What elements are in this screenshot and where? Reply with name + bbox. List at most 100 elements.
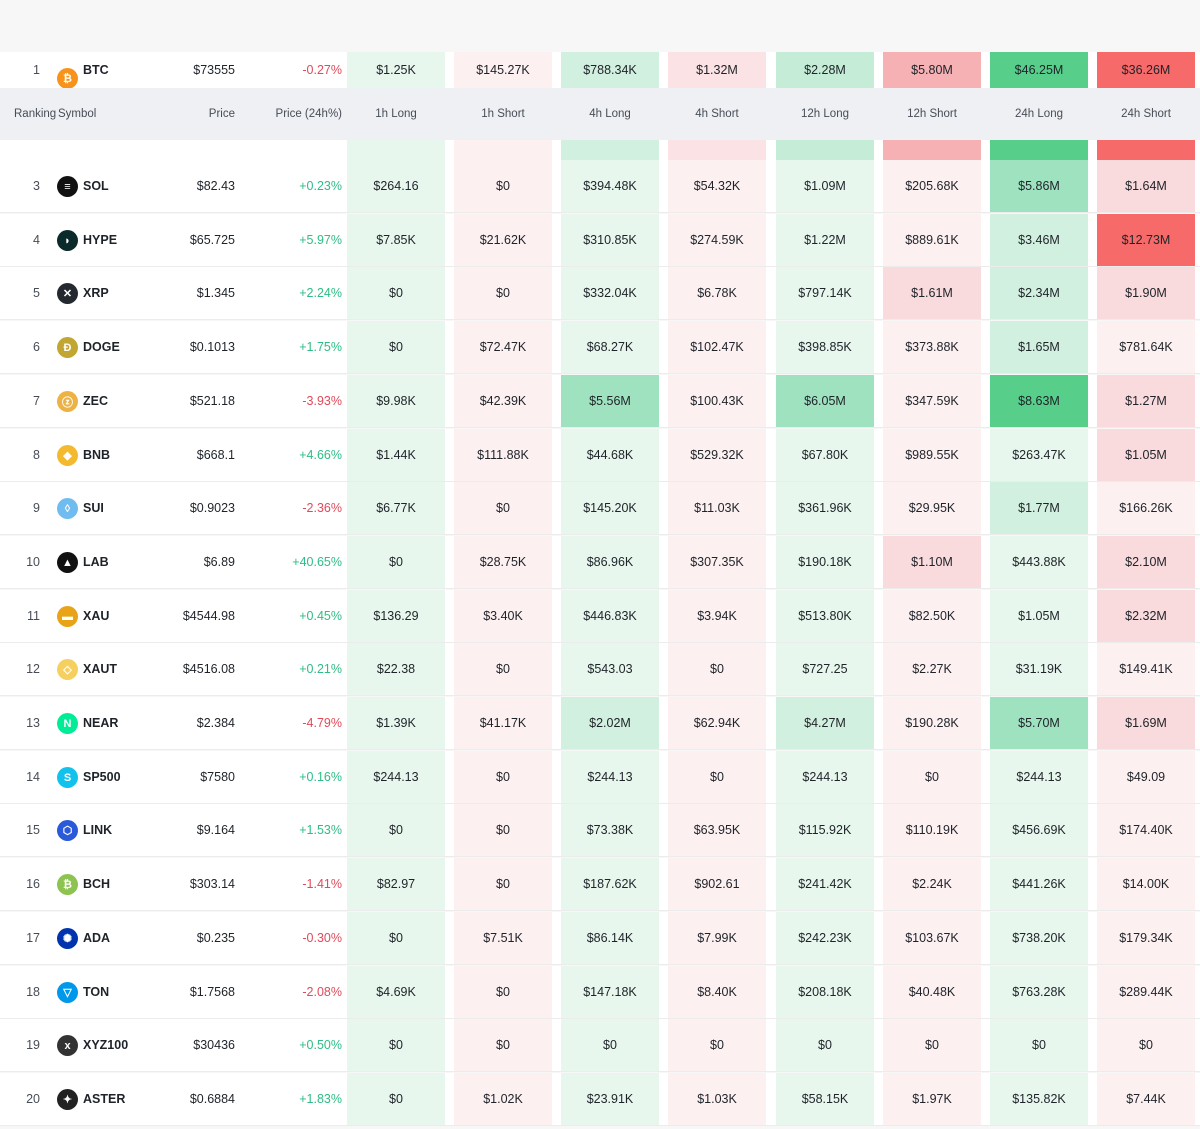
value-cell: $307.35K	[668, 536, 766, 589]
symbol-cell[interactable]: DOGE	[83, 340, 120, 354]
near-icon: N	[57, 713, 78, 734]
symbol-cell[interactable]: SP500	[83, 770, 121, 784]
table-row-btc-partial[interactable]: $1.25K $145.27K $788.34K $1.32M $2.28M $5.80M…	[0, 52, 1200, 88]
value-text: $529.32K	[690, 448, 744, 462]
header-ranking[interactable]: Ranking	[14, 108, 57, 120]
value-cell: $110.19K	[883, 804, 981, 857]
value-text: $1.22M	[804, 233, 846, 247]
value-cell: $5.86M	[990, 160, 1088, 213]
symbol-cell[interactable]: ZEC	[83, 394, 108, 408]
table-row[interactable]: $9.98K $42.39K $5.56M $100.43K $6.05M $347.59…	[0, 375, 1200, 428]
value-text: $5.70M	[1018, 716, 1060, 730]
row-divider	[0, 1071, 1200, 1072]
symbol-cell[interactable]: BTC	[83, 63, 109, 77]
value-cell: $21.62K	[454, 214, 552, 267]
value-cell: $1.03K	[668, 1073, 766, 1126]
value-cell: $1.32M	[668, 52, 766, 88]
row-divider	[0, 534, 1200, 535]
table-row[interactable]: $136.29 $3.40K $446.83K $3.94K $513.80K $82.5…	[0, 590, 1200, 643]
symbol-cell[interactable]: XYZ100	[83, 1038, 129, 1052]
table-row[interactable]: $0 $1.02K $23.91K $1.03K $58.15K $1.97K $135.8…	[0, 1073, 1200, 1126]
bch-icon: ₿	[57, 874, 78, 895]
price-cell: $4544.98	[182, 609, 235, 623]
table-row[interactable]: $0 $0 $332.04K $6.78K $797.14K $1.61M $2.34M $1…	[0, 267, 1200, 320]
value-cell: $0	[454, 858, 552, 911]
symbol-cell[interactable]: BNB	[83, 448, 111, 462]
table-row[interactable]: $0 $28.75K $86.96K $307.35K $190.18K $1.10M $4…	[0, 536, 1200, 589]
header-12h-short[interactable]: 12h Short	[907, 108, 957, 120]
value-cell-remnant	[347, 140, 445, 160]
lab-icon: ▲	[57, 552, 78, 573]
value-text: $111.88K	[477, 448, 529, 462]
header-symbol[interactable]: Symbol	[58, 108, 97, 120]
symbol-cell[interactable]: XAU	[83, 609, 110, 623]
price-cell: $0.235	[196, 931, 235, 945]
value-text: $3.40K	[483, 609, 523, 623]
table-row[interactable]: $4.69K $0 $147.18K $8.40K $208.18K $40.48K $76…	[0, 966, 1200, 1019]
value-text: $46.25M	[1014, 63, 1064, 77]
value-cell: $6.77K	[347, 482, 445, 535]
table-row[interactable]: $0 $0 $0 $0 $0 $0 $0 $0 19 x XYZ100 $30436 +0.50%	[0, 1019, 1200, 1072]
table-row[interactable]: $22.38 $0 $543.03 $0 $727.25 $2.27K $31.19K $14…	[0, 643, 1200, 696]
symbol-cell[interactable]: SUI	[83, 501, 104, 515]
value-cell: $2.02M	[561, 697, 659, 750]
symbol-cell[interactable]: LINK	[83, 823, 113, 837]
value-text: $0	[496, 662, 510, 676]
value-text: $289.44K	[1119, 985, 1173, 999]
symbol-cell[interactable]: ADA	[83, 931, 111, 945]
header-price[interactable]: Price	[208, 108, 235, 120]
row-divider	[0, 319, 1200, 320]
symbol-cell[interactable]: SOL	[83, 179, 109, 193]
header-12h-long[interactable]: 12h Long	[801, 108, 849, 120]
symbol-cell[interactable]: LAB	[83, 555, 109, 569]
table-row[interactable]: $7.85K $21.62K $310.85K $274.59K $1.22M $889.…	[0, 214, 1200, 267]
value-text: $1.97K	[912, 1092, 952, 1106]
symbol-cell[interactable]: ASTER	[83, 1092, 126, 1106]
value-cell: $72.47K	[454, 321, 552, 374]
value-text: $788.34K	[583, 63, 637, 77]
value-text: $797.14K	[798, 286, 852, 300]
table-row[interactable]: $0 $72.47K $68.27K $102.47K $398.85K $373.88K…	[0, 321, 1200, 374]
table-row[interactable]: $244.13 $0 $244.13 $0 $244.13 $0 $244.13 $49.09…	[0, 751, 1200, 804]
value-text: $1.03K	[697, 1092, 737, 1106]
header-24h-short[interactable]: 24h Short	[1121, 108, 1171, 120]
value-text: $0	[710, 662, 724, 676]
symbol-cell[interactable]: TON	[83, 985, 110, 999]
value-cell-remnant	[668, 140, 766, 160]
value-cell: $67.80K	[776, 429, 874, 482]
header-4h-long[interactable]: 4h Long	[589, 108, 631, 120]
value-cell: $54.32K	[668, 160, 766, 213]
value-cell: $0	[668, 643, 766, 696]
table-row[interactable]: $0 $0 $73.38K $63.95K $115.92K $110.19K $456.6…	[0, 804, 1200, 857]
header-4h-short[interactable]: 4h Short	[695, 108, 739, 120]
symbol-cell[interactable]: NEAR	[83, 716, 119, 730]
price-change-cell: +1.53%	[299, 823, 342, 837]
table-row[interactable]: $264.16 $0 $394.48K $54.32K $1.09M $205.68K $5…	[0, 160, 1200, 213]
value-text: $0	[710, 1038, 724, 1052]
header-1h-long[interactable]: 1h Long	[375, 108, 417, 120]
header-1h-short[interactable]: 1h Short	[481, 108, 525, 120]
value-text: $14.00K	[1122, 877, 1170, 891]
value-text: $0	[1032, 1038, 1046, 1052]
symbol-cell[interactable]: BCH	[83, 877, 111, 891]
table-row[interactable]: $1.44K $111.88K $44.68K $529.32K $67.80K $989…	[0, 429, 1200, 482]
symbol-cell[interactable]: XAUT	[83, 662, 118, 676]
table-row[interactable]: $1.39K $41.17K $2.02M $62.94K $4.27M $190.28K…	[0, 697, 1200, 750]
value-cell: $147.18K	[561, 966, 659, 1019]
row-divider	[0, 1018, 1200, 1019]
table-row[interactable]: $0 $7.51K $86.14K $7.99K $242.23K $103.67K $73…	[0, 912, 1200, 965]
value-cell: $289.44K	[1097, 966, 1195, 1019]
value-text: $456.69K	[1012, 823, 1066, 837]
value-text: $40.48K	[908, 985, 956, 999]
value-cell: $0	[347, 267, 445, 320]
header-24h-long[interactable]: 24h Long	[1015, 108, 1063, 120]
value-text: $1.64M	[1125, 179, 1167, 193]
table-row[interactable]: $82.97 $0 $187.62K $902.61 $241.42K $2.24K $44…	[0, 858, 1200, 911]
price-change-cell: +1.75%	[299, 340, 342, 354]
header-price-change[interactable]: Price (24h%)	[275, 108, 342, 120]
table-row[interactable]: $6.77K $0 $145.20K $11.03K $361.96K $29.95K $1…	[0, 482, 1200, 535]
price-change-cell: -3.93%	[302, 394, 342, 408]
value-cell: $2.10M	[1097, 536, 1195, 589]
symbol-cell[interactable]: HYPE	[83, 233, 118, 247]
symbol-cell[interactable]: XRP	[83, 286, 109, 300]
